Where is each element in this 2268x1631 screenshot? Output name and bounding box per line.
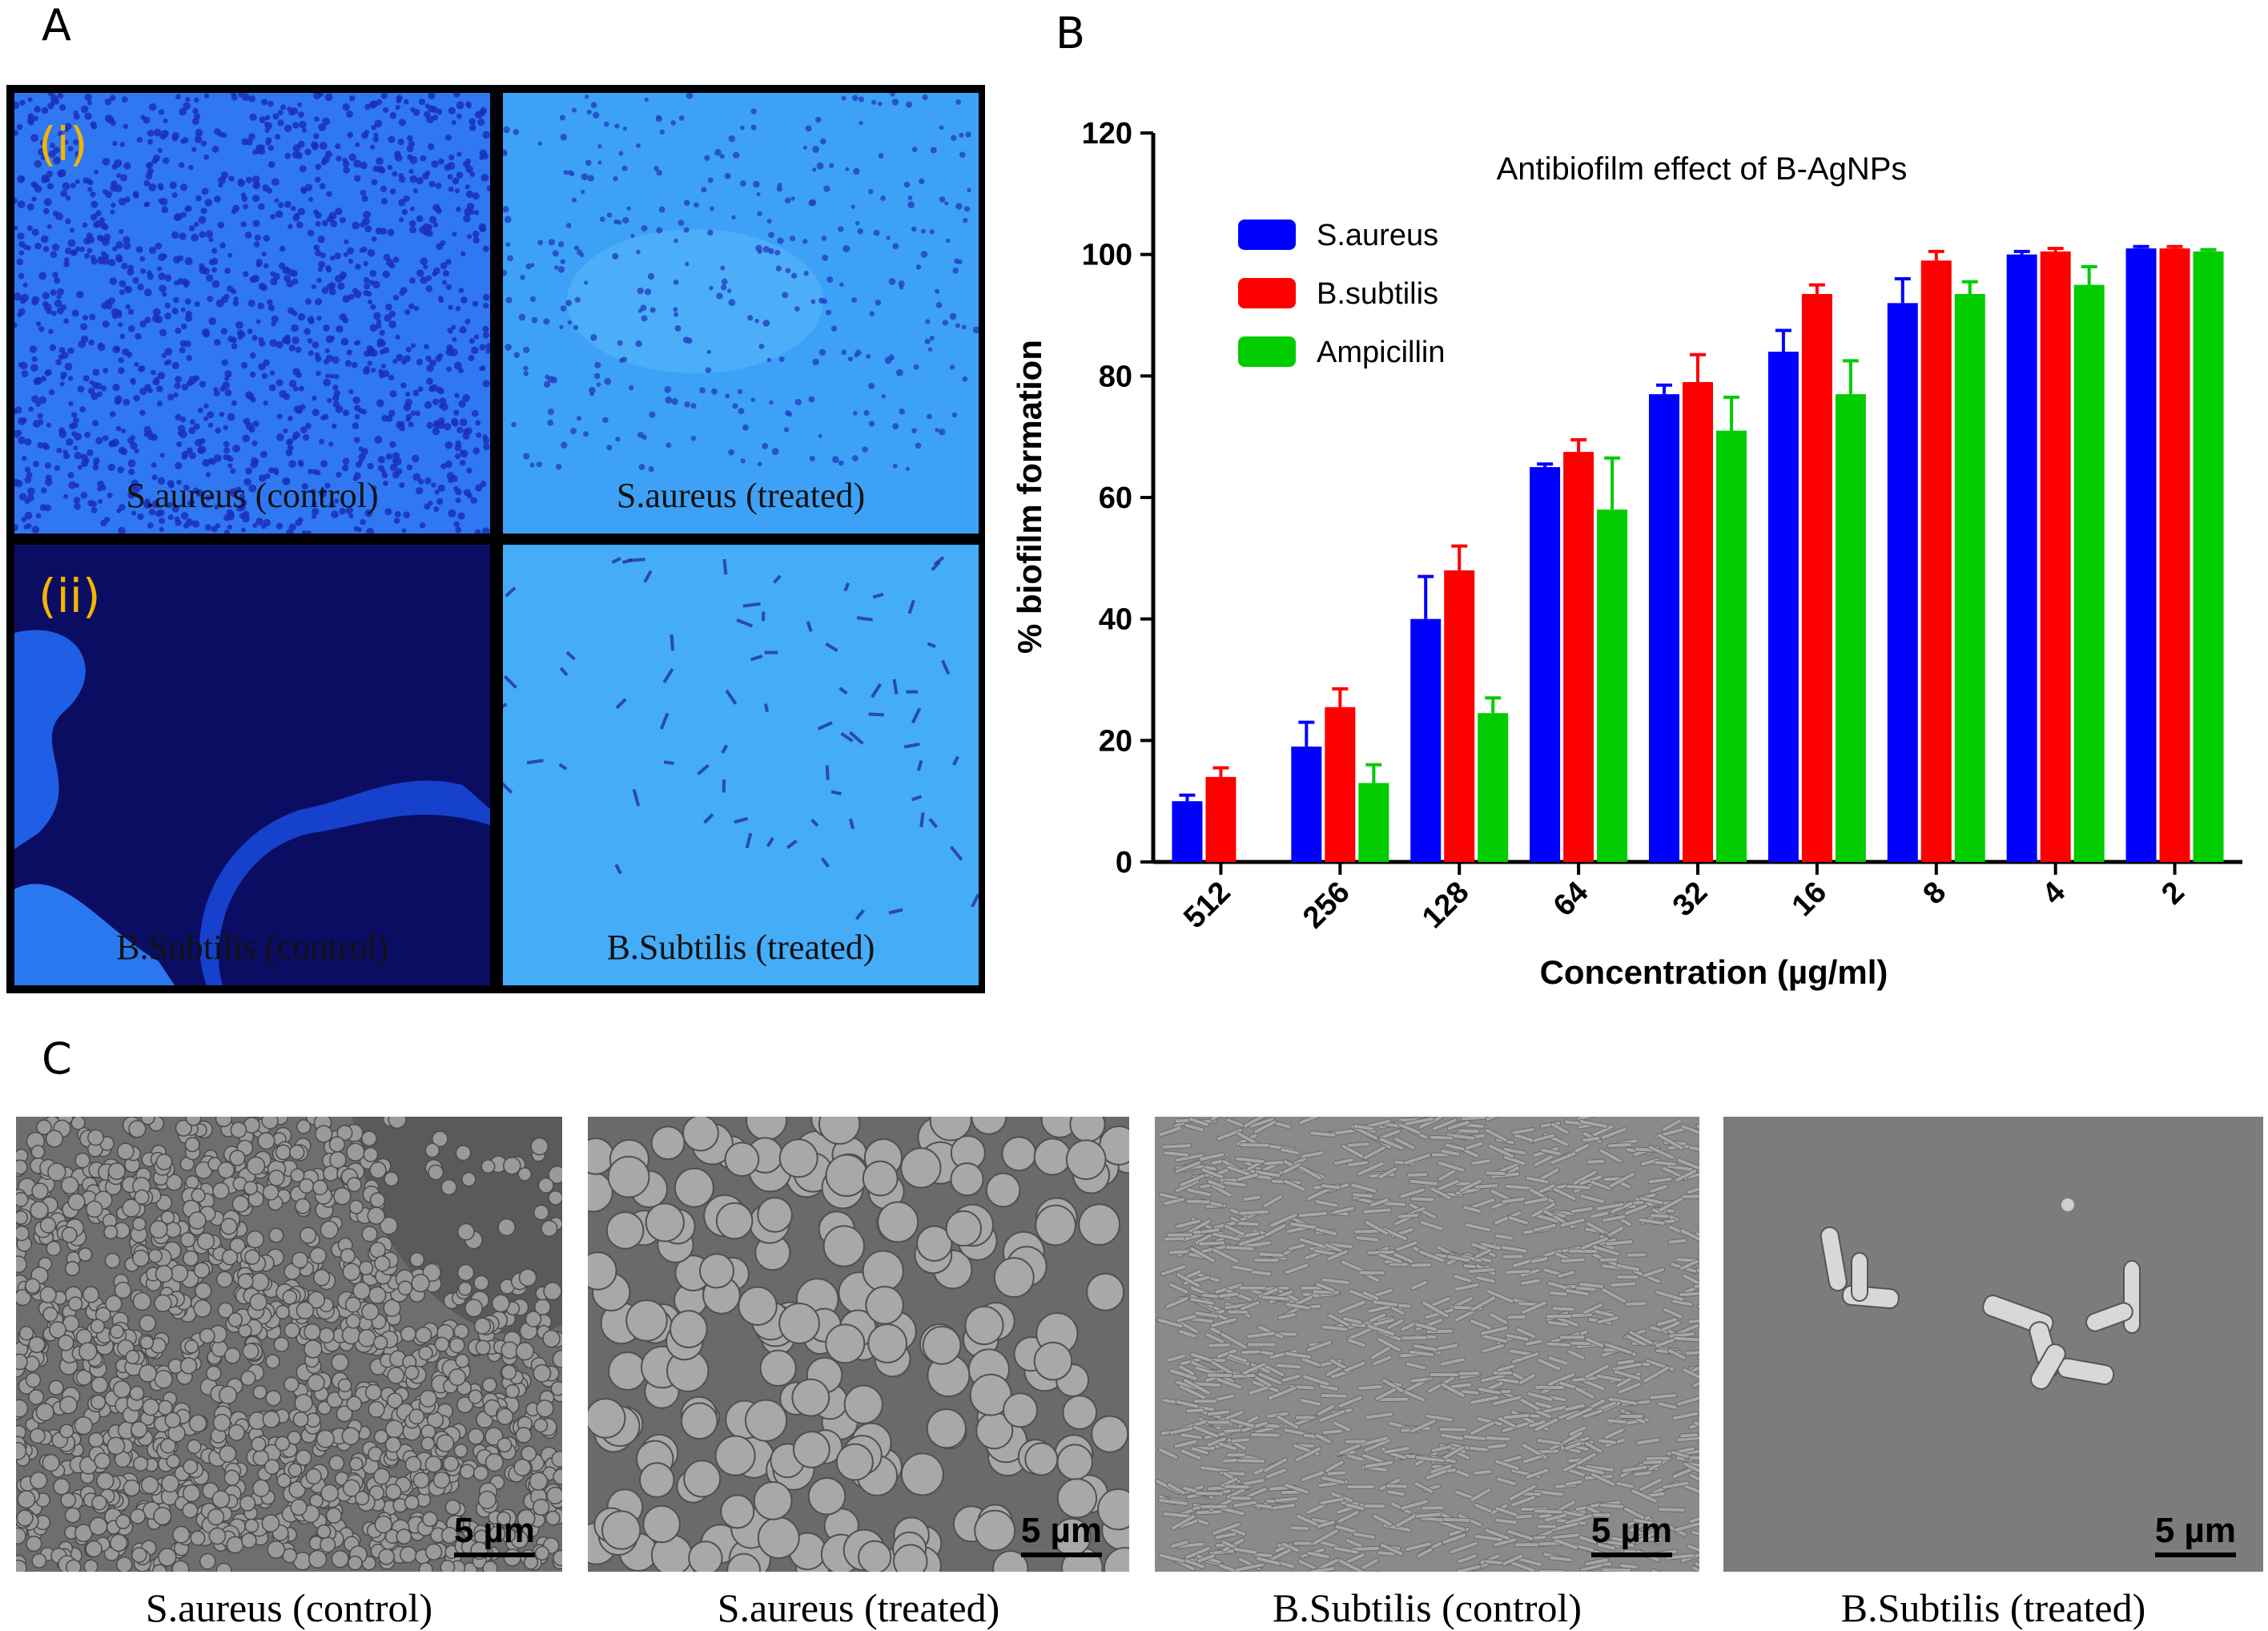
bar-saureus-16 bbox=[1768, 352, 1799, 862]
y-tick-label: 20 bbox=[1099, 724, 1132, 758]
x-tick-label: 512 bbox=[1177, 876, 1237, 936]
panel-a-micrographs: (i) S.aureus (control) S.aureus (treated… bbox=[6, 85, 985, 993]
scale-bar-label: 5 µm bbox=[2155, 1511, 2236, 1550]
legend-label: B.subtilis bbox=[1317, 277, 1438, 311]
bar-bsubtilis-32 bbox=[1683, 382, 1713, 862]
panel-a-label: A bbox=[42, 0, 71, 50]
bar-ampicillin-4 bbox=[2074, 285, 2105, 862]
scale-bar-label: 5 µm bbox=[454, 1511, 535, 1550]
micrograph-saureus-treated: S.aureus (treated) bbox=[503, 93, 979, 534]
y-tick-label: 80 bbox=[1099, 360, 1132, 393]
micrograph-texture bbox=[503, 545, 979, 985]
x-axis-title: Concentration (µg/ml) bbox=[1540, 953, 1888, 991]
legend-label: Ampicillin bbox=[1317, 336, 1445, 369]
bar-saureus-64 bbox=[1530, 467, 1560, 862]
bar-saureus-4 bbox=[2007, 255, 2037, 862]
legend-label: S.aureus bbox=[1317, 219, 1438, 252]
bar-ampicillin-32 bbox=[1716, 431, 1747, 862]
sem-bsubtilis-control: 5 µm bbox=[1155, 1117, 1699, 1572]
scale-bar: 5 µm bbox=[1021, 1511, 1102, 1557]
row-label-ii: (ii) bbox=[38, 569, 100, 623]
sem-texture bbox=[16, 1117, 562, 1572]
micrograph-caption: S.aureus (treated) bbox=[503, 475, 979, 516]
sem-texture bbox=[588, 1117, 1129, 1572]
bar-ampicillin-8 bbox=[1955, 294, 1985, 862]
bar-saureus-128 bbox=[1410, 619, 1441, 862]
micrograph-bsubtilis-control: (ii) B.Subtilis (control) bbox=[14, 545, 490, 985]
bar-bsubtilis-256 bbox=[1325, 707, 1355, 862]
sem-texture bbox=[1155, 1117, 1699, 1572]
x-tick-label: 2 bbox=[2155, 876, 2191, 912]
panel-c-label: C bbox=[42, 1033, 72, 1084]
bar-bsubtilis-512 bbox=[1205, 777, 1236, 862]
bar-bsubtilis-128 bbox=[1444, 570, 1474, 862]
bar-ampicillin-2 bbox=[2194, 252, 2224, 862]
y-tick-label: 40 bbox=[1099, 603, 1132, 637]
bar-bsubtilis-16 bbox=[1802, 294, 1832, 862]
biofilm-bar-chart: 0 20 40 60 80 100 120 512 256 128 64 32 16 8 4 2 Concent… bbox=[993, 88, 2258, 1017]
bar-bsubtilis-4 bbox=[2041, 252, 2071, 862]
bar-bsubtilis-64 bbox=[1563, 452, 1594, 862]
bar-bsubtilis-8 bbox=[1921, 260, 1952, 862]
bar-saureus-2 bbox=[2126, 248, 2157, 862]
micrograph-caption: B.Subtilis (control) bbox=[14, 927, 490, 968]
sem-caption: S.aureus (treated) bbox=[588, 1585, 1129, 1631]
bar-saureus-32 bbox=[1649, 394, 1679, 862]
sem-caption: S.aureus (control) bbox=[16, 1585, 562, 1631]
micrograph-caption: B.Subtilis (treated) bbox=[503, 927, 979, 968]
bar-ampicillin-16 bbox=[1836, 394, 1866, 862]
micrograph-texture bbox=[503, 93, 979, 534]
bar-saureus-512 bbox=[1172, 801, 1202, 862]
y-tick-label: 120 bbox=[1082, 117, 1132, 151]
x-tick-label: 32 bbox=[1667, 876, 1715, 924]
x-tick-label: 4 bbox=[2036, 876, 2072, 912]
x-tick-label: 256 bbox=[1297, 876, 1357, 936]
sem-caption: B.Subtilis (control) bbox=[1155, 1585, 1699, 1631]
panel-b-label: B bbox=[1056, 8, 1085, 58]
y-axis-title: % biofilm formation bbox=[1011, 340, 1048, 654]
x-tick-label: 16 bbox=[1786, 876, 1834, 924]
x-tick-label: 64 bbox=[1547, 876, 1595, 924]
sem-texture bbox=[1723, 1117, 2263, 1572]
chart-title: Antibiofilm effect of B-AgNPs bbox=[1497, 151, 1908, 187]
legend-swatch bbox=[1238, 219, 1296, 250]
x-tick-label: 8 bbox=[1916, 876, 1952, 912]
bar-ampicillin-128 bbox=[1478, 713, 1508, 862]
micrograph-bsubtilis-treated: B.Subtilis (treated) bbox=[503, 545, 979, 985]
y-tick-label: 100 bbox=[1082, 239, 1132, 272]
bar-ampicillin-256 bbox=[1358, 783, 1389, 862]
bar-bsubtilis-2 bbox=[2160, 248, 2190, 862]
scale-bar-label: 5 µm bbox=[1591, 1511, 1672, 1550]
scale-bar: 5 µm bbox=[1591, 1511, 1672, 1557]
sem-saureus-control: 5 µm bbox=[16, 1117, 562, 1572]
bar-saureus-8 bbox=[1888, 303, 1918, 862]
micrograph-caption: S.aureus (control) bbox=[14, 475, 490, 516]
bar-ampicillin-64 bbox=[1597, 509, 1627, 862]
bar-saureus-256 bbox=[1291, 747, 1321, 862]
legend-swatch bbox=[1238, 278, 1296, 308]
scale-bar: 5 µm bbox=[2155, 1511, 2236, 1557]
scale-bar-label: 5 µm bbox=[1021, 1511, 1102, 1550]
scale-bar: 5 µm bbox=[454, 1511, 535, 1557]
row-label-i: (i) bbox=[38, 117, 87, 171]
legend-swatch bbox=[1238, 336, 1296, 367]
sem-caption: B.Subtilis (treated) bbox=[1723, 1585, 2263, 1631]
sem-saureus-treated: 5 µm bbox=[588, 1117, 1129, 1572]
y-tick-label: 0 bbox=[1116, 846, 1132, 880]
micrograph-saureus-control: (i) S.aureus (control) bbox=[14, 93, 490, 534]
x-tick-label: 128 bbox=[1416, 876, 1476, 936]
y-tick-label: 60 bbox=[1099, 481, 1132, 515]
sem-bsubtilis-treated: 5 µm bbox=[1723, 1117, 2263, 1572]
